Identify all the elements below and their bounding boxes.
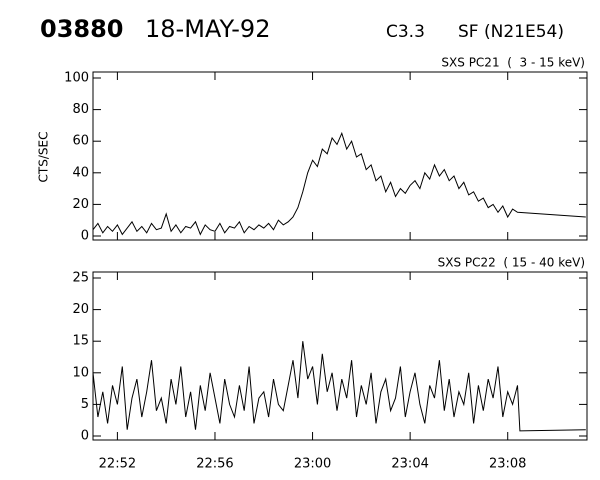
y-tick-label: 15 bbox=[72, 334, 89, 349]
y-tick-label: 40 bbox=[72, 165, 89, 180]
data-line bbox=[92, 341, 586, 432]
x-tick-label: 23:08 bbox=[489, 457, 526, 472]
y-tick-label: 5 bbox=[81, 397, 89, 412]
flare-class: C3.3 bbox=[386, 22, 425, 42]
x-tick-label: 22:56 bbox=[196, 457, 233, 472]
y-axis-label: CTS/SEC bbox=[37, 132, 51, 183]
y-tick-label: 25 bbox=[72, 271, 89, 286]
flare-location: SF (N21E54) bbox=[458, 22, 564, 42]
x-tick-label: 22:52 bbox=[99, 457, 136, 472]
y-tick-label: 20 bbox=[72, 197, 89, 212]
y-tick-label: 60 bbox=[72, 134, 89, 149]
y-tick-label: 100 bbox=[64, 71, 89, 86]
y-tick-label: 80 bbox=[72, 102, 89, 117]
panel-title: SXS PC22 ( 15 - 40 keV) bbox=[438, 256, 585, 270]
x-tick-label: 23:04 bbox=[391, 457, 428, 472]
y-tick-label: 20 bbox=[72, 302, 89, 317]
panel-title: SXS PC21 ( 3 - 15 keV) bbox=[441, 56, 585, 70]
y-tick-label: 0 bbox=[81, 229, 89, 244]
y-tick-label: 0 bbox=[81, 429, 89, 444]
flare-date: 18-MAY-92 bbox=[145, 15, 270, 43]
plot-frame bbox=[92, 271, 588, 441]
flare-id: 03880 bbox=[40, 15, 124, 43]
x-tick-label: 23:00 bbox=[294, 457, 331, 472]
data-line bbox=[92, 131, 586, 236]
y-tick-label: 10 bbox=[72, 365, 89, 380]
plot-frame bbox=[92, 71, 588, 241]
